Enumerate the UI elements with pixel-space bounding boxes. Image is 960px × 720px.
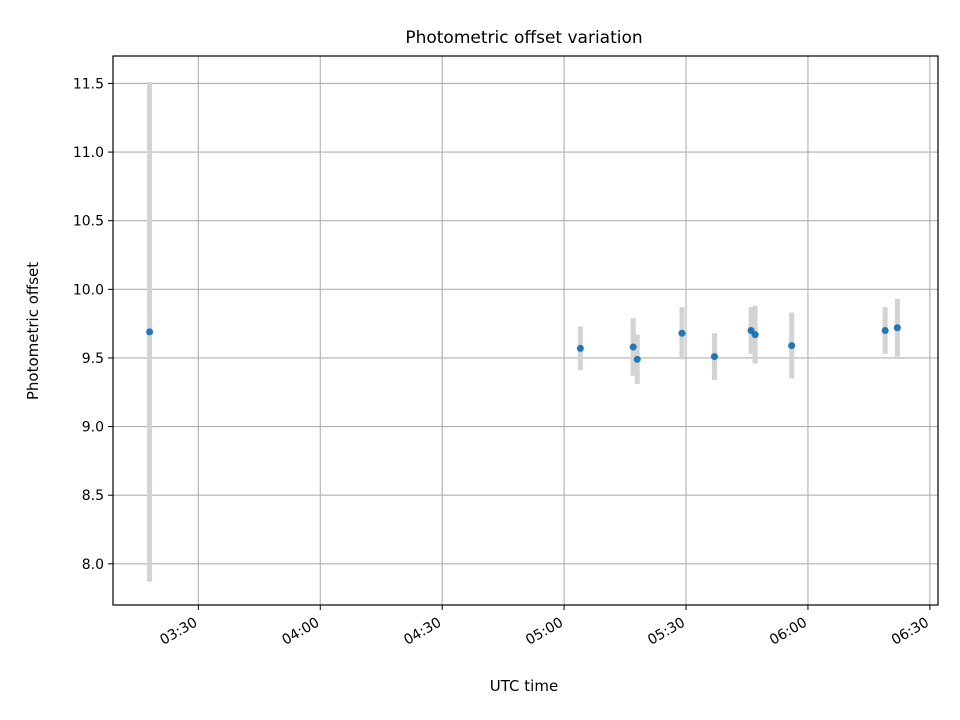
grid	[113, 56, 938, 605]
chart-title: Photometric offset variation	[405, 28, 642, 48]
y-tick-label: 8.0	[82, 557, 104, 573]
data-point	[629, 343, 637, 351]
data-point	[751, 331, 759, 339]
x-axis-label: UTC time	[490, 677, 558, 695]
y-tick-label: 8.5	[82, 488, 104, 504]
data-point	[146, 328, 154, 336]
data-point	[788, 342, 796, 350]
plot-frame	[112, 55, 939, 606]
data-point	[678, 329, 686, 337]
data-point	[576, 344, 584, 352]
y-axis: 8.0 8.5 9.0 9.5 10.0 10.5 11.0 11.5	[73, 76, 113, 573]
data-point	[881, 327, 889, 334]
y-tick-label: 10.5	[73, 214, 104, 230]
y-tick-label: 11.5	[73, 76, 104, 92]
y-tick-label: 11.0	[73, 145, 104, 161]
data-points	[146, 324, 901, 363]
y-tick-label: 10.0	[73, 282, 104, 298]
y-axis-label: Photometric offset	[24, 262, 42, 400]
data-point	[710, 353, 718, 361]
data-point	[893, 324, 901, 332]
y-tick-label: 9.0	[82, 420, 104, 436]
y-tick-label: 9.5	[82, 351, 104, 367]
data-point	[633, 355, 641, 363]
